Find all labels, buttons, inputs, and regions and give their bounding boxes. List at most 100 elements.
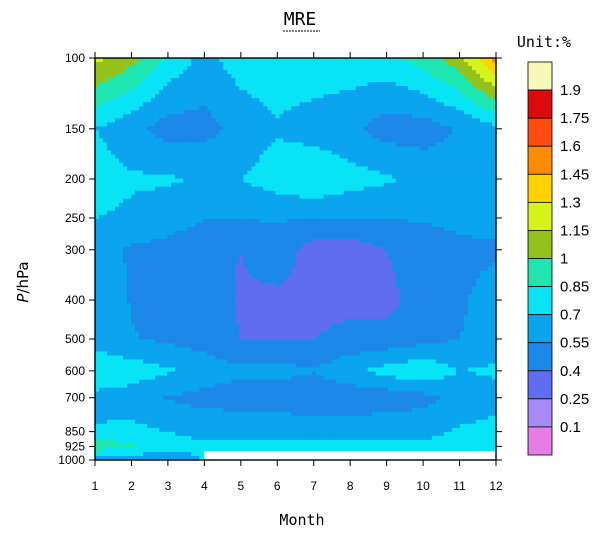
contour-cell bbox=[451, 90, 457, 95]
contour-cell bbox=[259, 62, 265, 67]
contour-cell bbox=[339, 106, 345, 111]
contour-cell bbox=[167, 186, 172, 192]
contour-cell bbox=[187, 138, 192, 144]
contour-cell bbox=[339, 170, 345, 176]
contour-cell bbox=[443, 246, 449, 252]
contour-cell bbox=[431, 190, 437, 196]
contour-cell bbox=[199, 70, 204, 75]
contour-cell bbox=[427, 194, 433, 200]
contour-cell bbox=[347, 182, 353, 188]
contour-cell bbox=[191, 206, 196, 212]
contour-cell bbox=[179, 158, 184, 164]
contour-cell bbox=[275, 206, 281, 212]
contour-cell bbox=[471, 166, 477, 172]
contour-cell bbox=[343, 250, 349, 256]
contour-cell bbox=[411, 130, 417, 135]
contour-cell bbox=[359, 166, 365, 172]
contour-cell bbox=[459, 218, 465, 224]
contour-cell bbox=[183, 134, 188, 139]
contour-cell bbox=[207, 90, 212, 95]
contour-cell bbox=[391, 102, 397, 107]
contour-cell bbox=[459, 134, 465, 139]
contour-cell bbox=[119, 238, 124, 244]
contour-cell bbox=[103, 186, 108, 192]
contour-cell bbox=[159, 70, 164, 75]
contour-cell bbox=[475, 122, 481, 127]
contour-cell bbox=[327, 158, 333, 164]
contour-cell bbox=[419, 202, 425, 208]
contour-cell bbox=[163, 226, 168, 232]
contour-cell bbox=[367, 218, 373, 224]
contour-cell bbox=[367, 114, 373, 119]
contour-cell bbox=[239, 230, 244, 236]
contour-cell bbox=[135, 194, 140, 200]
contour-cell bbox=[247, 58, 252, 63]
contour-cell bbox=[243, 182, 248, 188]
contour-cell bbox=[163, 246, 168, 252]
contour-cell bbox=[355, 230, 361, 236]
contour-cell bbox=[403, 94, 409, 99]
contour-cell bbox=[275, 234, 281, 240]
contour-cell bbox=[243, 74, 248, 79]
contour-cell bbox=[267, 170, 273, 176]
contour-cell bbox=[155, 154, 160, 160]
contour-cell bbox=[319, 102, 325, 107]
contour-cell bbox=[387, 106, 393, 111]
contour-cell bbox=[107, 214, 112, 220]
contour-cell bbox=[215, 146, 220, 152]
contour-cell bbox=[443, 94, 449, 99]
contour-cell bbox=[383, 102, 389, 107]
contour-cell bbox=[483, 170, 489, 176]
contour-cell bbox=[255, 134, 261, 139]
contour-cell bbox=[211, 226, 216, 232]
contour-cell bbox=[343, 110, 349, 115]
contour-cell bbox=[287, 186, 293, 192]
contour-cell bbox=[307, 246, 313, 252]
contour-cell bbox=[231, 146, 236, 152]
contour-cell bbox=[363, 134, 369, 139]
contour-cell bbox=[447, 142, 453, 148]
contour-cell bbox=[219, 166, 224, 172]
contour-cell bbox=[399, 206, 405, 212]
contour-cell bbox=[491, 126, 496, 131]
contour-cell bbox=[107, 234, 112, 240]
contour-cell bbox=[483, 110, 489, 115]
contour-cell bbox=[203, 170, 208, 176]
contour-cell bbox=[491, 94, 496, 99]
contour-cell bbox=[395, 242, 401, 248]
contour-cell bbox=[423, 146, 429, 152]
contour-cell bbox=[123, 66, 128, 71]
contour-cell bbox=[399, 174, 405, 180]
contour-cell bbox=[375, 174, 381, 180]
contour-cell bbox=[475, 154, 481, 160]
contour-cell bbox=[167, 150, 172, 156]
contour-cell bbox=[303, 158, 309, 164]
contour-cell bbox=[447, 146, 453, 152]
contour-cell bbox=[195, 82, 200, 87]
contour-cell bbox=[303, 246, 309, 252]
contour-cell bbox=[127, 142, 132, 148]
contour-cell bbox=[107, 110, 112, 115]
contour-cell bbox=[399, 238, 405, 244]
contour-cell bbox=[351, 230, 357, 236]
contour-cell bbox=[103, 182, 108, 188]
contour-cell bbox=[271, 222, 277, 228]
contour-cell bbox=[307, 186, 313, 192]
contour-cell bbox=[395, 246, 401, 252]
contour-cell bbox=[99, 162, 104, 168]
contour-cell bbox=[387, 202, 393, 208]
contour-cell bbox=[127, 146, 132, 152]
contour-cell bbox=[175, 90, 180, 95]
contour-cell bbox=[451, 174, 457, 180]
contour-cell bbox=[251, 198, 256, 204]
contour-cell bbox=[247, 246, 252, 252]
contour-cell bbox=[235, 158, 240, 164]
contour-cell bbox=[363, 110, 369, 115]
contour-cell bbox=[447, 166, 453, 172]
contour-cell bbox=[475, 114, 481, 119]
contour-cell bbox=[307, 142, 313, 148]
contour-cell bbox=[331, 62, 337, 67]
contour-cell bbox=[103, 98, 108, 103]
contour-cell bbox=[443, 154, 449, 160]
contour-cell bbox=[131, 214, 136, 220]
